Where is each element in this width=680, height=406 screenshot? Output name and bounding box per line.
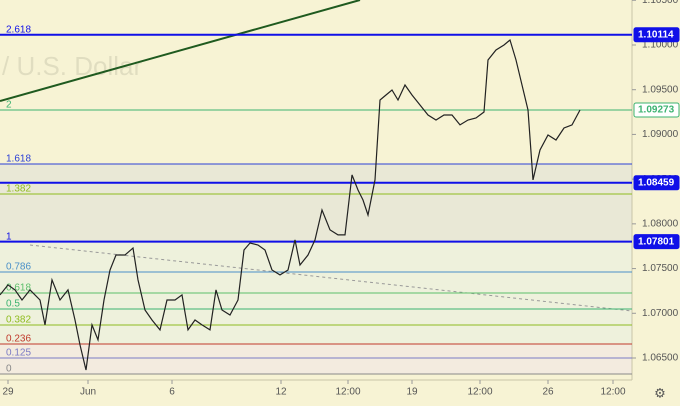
band	[0, 164, 632, 243]
price-tag	[633, 27, 680, 43]
price-tag-label: 1.07801	[638, 236, 675, 247]
fib-label: 0.236	[6, 334, 31, 345]
y-tick-label: 1.09500	[642, 84, 679, 95]
x-tick-label: Jun	[80, 387, 96, 398]
fib-label: 0	[6, 364, 12, 375]
fib-label: 0.618	[6, 283, 31, 294]
y-tick-label: 1.09000	[642, 129, 679, 140]
fib-label: 1.618	[6, 154, 31, 165]
fib-label: 0.5	[6, 299, 20, 310]
price-axis-panel	[632, 0, 680, 406]
x-tick-label: 12:00	[600, 387, 625, 398]
x-tick-label: 26	[542, 387, 554, 398]
y-tick-label: 1.07500	[642, 263, 679, 274]
y-tick-label: 1.06500	[642, 353, 679, 364]
price-tag-label: 1.09273	[638, 105, 675, 116]
y-tick-label: 1.07000	[642, 308, 679, 319]
band	[0, 243, 632, 344]
price-tag	[633, 175, 680, 191]
y-tick-label: 1.10000	[642, 40, 679, 51]
fib-label: 0.382	[6, 315, 31, 326]
x-tick-label: 12:00	[335, 387, 360, 398]
trend-line	[0, 0, 361, 102]
fib-label: 2.618	[6, 24, 31, 35]
settings-icon[interactable]: ⚙	[654, 385, 666, 400]
fib-label: 1	[6, 231, 12, 242]
y-tick-label: 1.08000	[642, 218, 679, 229]
price-tag-label: 1.10114	[638, 29, 674, 40]
x-tick-label: 12:00	[467, 387, 492, 398]
band	[0, 344, 632, 374]
x-tick-label: 29	[2, 387, 14, 398]
x-tick-label: 19	[406, 387, 418, 398]
price-line	[0, 38, 581, 371]
fib-label: 1.382	[6, 184, 31, 195]
trend-line	[29, 244, 633, 312]
fib-label: 0.786	[6, 262, 31, 273]
price-tag-label: 1.08459	[638, 177, 675, 188]
price-tag	[633, 102, 680, 118]
price-tag	[633, 234, 680, 250]
x-tick-label: 6	[169, 387, 175, 398]
fib-label: 2	[6, 100, 12, 111]
watermark: / U.S. Dollar	[2, 51, 142, 81]
x-tick-label: 12	[275, 387, 287, 398]
fib-label: 0.125	[6, 348, 31, 359]
y-tick-label: 1.10500	[642, 0, 679, 6]
